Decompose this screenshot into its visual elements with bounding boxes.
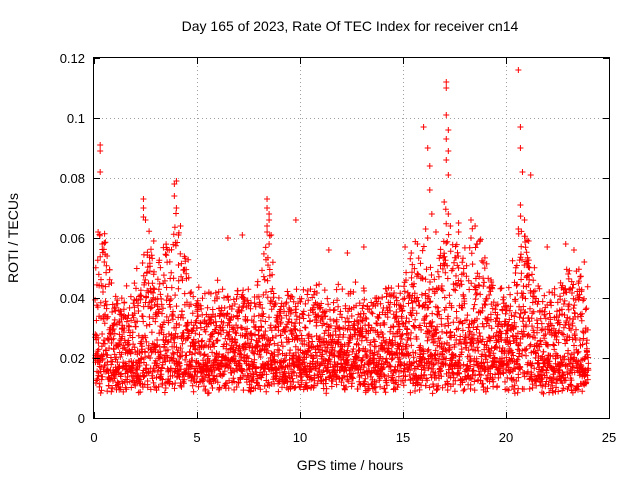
x-axis-label: GPS time / hours — [297, 457, 404, 473]
data-point — [472, 223, 479, 229]
data-point — [581, 259, 588, 265]
data-point — [408, 250, 415, 256]
data-point — [443, 112, 450, 118]
data-point — [443, 79, 450, 85]
data-point — [420, 124, 427, 130]
data-point — [562, 241, 569, 247]
data-point — [266, 211, 273, 217]
x-tick-label: 10 — [293, 430, 307, 445]
data-point — [344, 250, 351, 256]
data-point — [140, 196, 147, 202]
data-point — [455, 229, 462, 235]
data-point — [264, 196, 271, 202]
data-point — [447, 223, 454, 229]
data-point — [402, 244, 409, 250]
x-tick-label: 5 — [193, 430, 200, 445]
data-point — [101, 259, 108, 265]
data-point — [424, 145, 431, 151]
y-tick-label: 0.06 — [60, 231, 85, 246]
data-point — [360, 244, 367, 250]
data-point — [443, 136, 450, 142]
data-point — [445, 148, 452, 154]
data-point — [467, 217, 474, 223]
y-tick-label: 0.04 — [60, 291, 85, 306]
data-point — [544, 244, 551, 250]
data-point — [445, 172, 452, 178]
data-point — [432, 229, 439, 235]
data-point — [445, 211, 452, 217]
data-point — [521, 217, 528, 223]
y-tick-label: 0.02 — [60, 351, 85, 366]
x-tick-label: 0 — [90, 430, 97, 445]
data-point — [266, 217, 273, 223]
data-point — [515, 67, 522, 73]
data-point — [445, 127, 452, 133]
data-points — [92, 67, 592, 397]
data-point — [428, 211, 435, 217]
data-point — [517, 124, 524, 130]
data-point — [455, 220, 462, 226]
chart-title: Day 165 of 2023, Rate Of TEC Index for r… — [182, 18, 519, 34]
data-point — [292, 217, 299, 223]
data-point — [224, 235, 231, 241]
y-axis-label: ROTI / TECUs — [5, 193, 21, 283]
data-point — [173, 178, 180, 184]
data-point — [443, 85, 450, 91]
data-point — [325, 247, 332, 253]
data-point — [527, 172, 534, 178]
data-point — [424, 235, 431, 241]
data-point — [264, 205, 271, 211]
data-point — [150, 238, 157, 244]
data-point — [517, 202, 524, 208]
data-point — [177, 223, 184, 229]
data-point — [426, 163, 433, 169]
y-tick-label: 0.08 — [60, 171, 85, 186]
x-tick-label: 15 — [396, 430, 410, 445]
y-tick-label: 0.1 — [67, 111, 85, 126]
data-point — [142, 217, 149, 223]
data-point — [239, 232, 246, 238]
data-point — [268, 232, 275, 238]
x-tick-label: 25 — [602, 430, 616, 445]
data-point — [97, 142, 104, 148]
data-point — [266, 241, 273, 247]
data-point — [140, 205, 147, 211]
y-tick-label: 0.12 — [60, 51, 85, 66]
data-point — [97, 148, 104, 154]
data-point — [441, 199, 448, 205]
data-point — [443, 157, 450, 163]
data-point-cloud — [92, 206, 592, 397]
data-point — [570, 247, 577, 253]
data-point — [97, 169, 104, 175]
data-point — [426, 187, 433, 193]
data-point — [517, 145, 524, 151]
data-point — [264, 223, 271, 229]
y-tick-label: 0 — [78, 411, 85, 426]
data-point — [171, 193, 178, 199]
data-point — [467, 235, 474, 241]
data-point — [173, 205, 180, 211]
data-point — [519, 169, 526, 175]
data-point — [422, 226, 429, 232]
plot-frame — [93, 57, 610, 419]
x-tick-label: 20 — [499, 430, 513, 445]
axis-ticks: 0 5 10 15 20 25 0 0.02 0.04 0.06 0.08 0.1 0.12 — [60, 51, 617, 445]
